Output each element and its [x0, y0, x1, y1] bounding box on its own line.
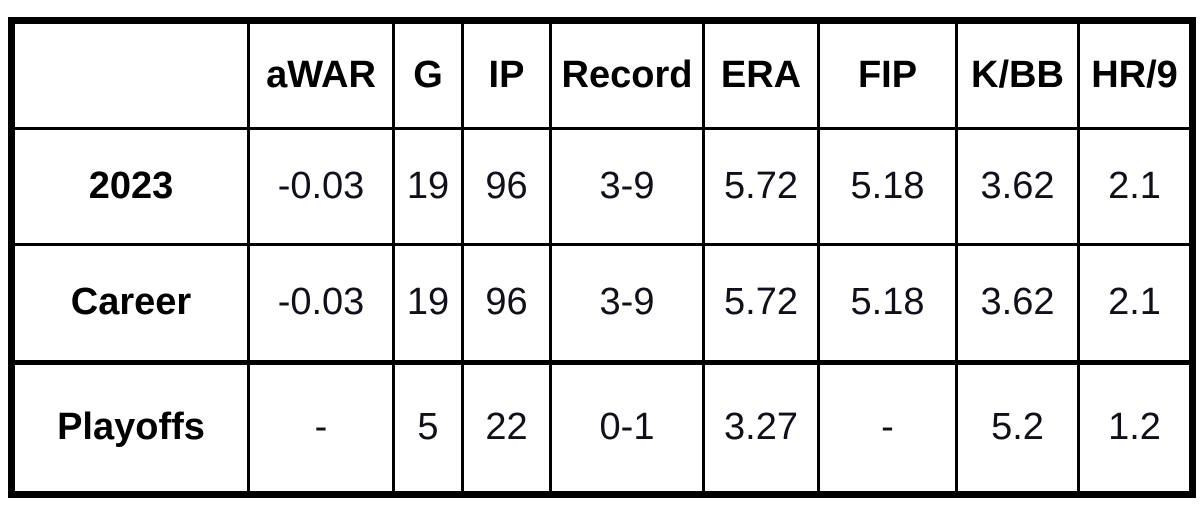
stat-cell: 5.72 — [702, 127, 820, 246]
col-header-g: G — [392, 19, 464, 130]
stat-cell: 3-9 — [549, 127, 705, 246]
row-label-career: Career — [10, 243, 250, 364]
stat-cell: 3.27 — [702, 360, 820, 496]
stat-cell: -0.03 — [247, 127, 395, 246]
stat-cell: -0.03 — [247, 243, 395, 364]
table-row-2023: 2023 -0.03 19 96 3-9 5.72 5.18 3.62 2.1 — [10, 127, 1194, 246]
stat-cell: 2.1 — [1077, 243, 1194, 364]
stat-cell: 3.62 — [955, 127, 1080, 246]
stat-cell: 19 — [392, 243, 464, 364]
stat-cell: 19 — [392, 127, 464, 246]
col-header-ip: IP — [461, 19, 552, 130]
stat-cell: 3-9 — [549, 243, 705, 364]
stat-cell: 0-1 — [549, 360, 705, 496]
row-label-2023: 2023 — [10, 127, 250, 246]
col-header-era: ERA — [702, 19, 820, 130]
col-header-fip: FIP — [817, 19, 958, 130]
table-row-career: Career -0.03 19 96 3-9 5.72 5.18 3.62 2.… — [10, 243, 1194, 364]
col-header-hr9: HR/9 — [1077, 19, 1194, 130]
stat-cell: 5 — [392, 360, 464, 496]
pitching-stats-table: aWAR G IP Record ERA FIP K/BB HR/9 2023 … — [8, 17, 1196, 498]
stat-cell: 22 — [461, 360, 552, 496]
stat-cell: 1.2 — [1077, 360, 1194, 496]
stat-cell: 96 — [461, 127, 552, 246]
col-header-kbb: K/BB — [955, 19, 1080, 130]
col-header-awar: aWAR — [247, 19, 395, 130]
stat-cell: 5.18 — [817, 243, 958, 364]
row-label-playoffs: Playoffs — [10, 360, 250, 496]
stat-cell: - — [817, 360, 958, 496]
stat-cell: 3.62 — [955, 243, 1080, 364]
table-row-playoffs: Playoffs - 5 22 0-1 3.27 - 5.2 1.2 — [10, 360, 1194, 496]
stat-cell: 5.2 — [955, 360, 1080, 496]
col-header-blank — [10, 19, 250, 130]
stat-cell: 5.72 — [702, 243, 820, 364]
stat-cell: 96 — [461, 243, 552, 364]
stat-cell: 5.18 — [817, 127, 958, 246]
stat-cell: - — [247, 360, 395, 496]
stat-cell: 2.1 — [1077, 127, 1194, 246]
col-header-record: Record — [549, 19, 705, 130]
header-row: aWAR G IP Record ERA FIP K/BB HR/9 — [10, 19, 1194, 130]
